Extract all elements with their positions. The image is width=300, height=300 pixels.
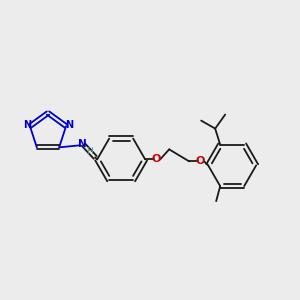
Text: O: O bbox=[152, 154, 161, 164]
Text: H: H bbox=[86, 147, 92, 156]
Text: O: O bbox=[196, 156, 205, 167]
Text: N: N bbox=[78, 140, 86, 149]
Text: N: N bbox=[23, 120, 31, 130]
Text: N: N bbox=[65, 120, 73, 130]
